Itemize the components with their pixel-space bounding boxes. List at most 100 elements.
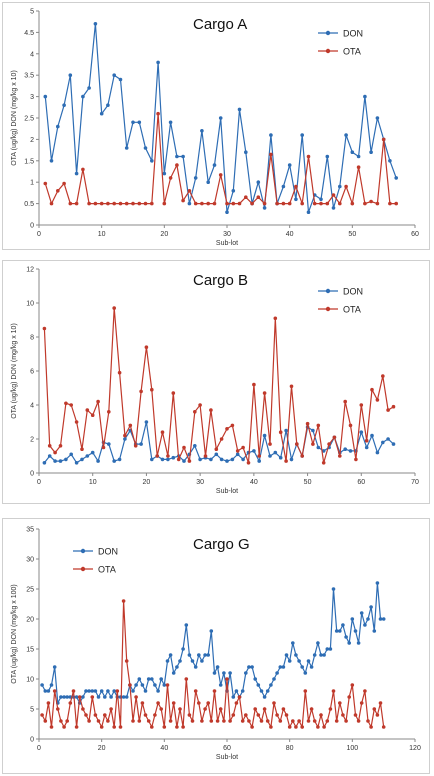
data-point-ota xyxy=(118,201,123,206)
data-point-ota xyxy=(212,201,217,206)
data-point-ota xyxy=(140,701,145,705)
data-point-ota xyxy=(134,695,138,699)
data-point-ota xyxy=(222,719,226,723)
data-point-don xyxy=(162,171,167,176)
data-point-don xyxy=(222,671,226,675)
data-point-don xyxy=(106,689,110,693)
data-point-don xyxy=(190,659,195,663)
data-point-ota xyxy=(123,433,127,438)
data-point-don xyxy=(241,457,245,462)
data-point-don xyxy=(193,444,197,448)
data-point-don xyxy=(316,641,320,645)
chart-cargo-g: 0 5 10 15 20 25 30 35 0 20 40 60 80 100 120 Sub-lot OTA … xyxy=(11,527,421,762)
chart-title: Cargo G xyxy=(193,536,250,553)
data-point-don xyxy=(244,150,248,154)
data-point-don xyxy=(268,454,272,458)
data-point-don xyxy=(84,689,88,693)
data-point-ota xyxy=(165,683,170,687)
data-point-ota xyxy=(231,713,236,717)
data-point-ota xyxy=(156,111,160,116)
data-point-don xyxy=(328,647,333,651)
data-point-ota xyxy=(332,435,337,440)
data-point-don xyxy=(391,442,396,446)
data-point-don xyxy=(369,150,373,154)
data-point-don xyxy=(93,689,98,693)
data-point-don xyxy=(300,133,305,137)
data-point-don xyxy=(338,629,342,633)
data-point-don xyxy=(388,159,392,163)
legend-label-don: DON xyxy=(343,29,363,39)
x-tick-label: 0 xyxy=(37,231,41,238)
data-point-ota xyxy=(321,461,326,465)
data-point-don xyxy=(156,60,160,65)
data-point-ota xyxy=(178,707,182,711)
data-point-don xyxy=(124,695,129,699)
data-point-don xyxy=(85,454,90,458)
data-point-ota xyxy=(305,421,310,426)
data-point-ota xyxy=(62,725,66,729)
data-point-don xyxy=(344,133,348,137)
data-point-ota xyxy=(209,408,213,412)
data-point-ota xyxy=(287,725,292,729)
data-point-ota xyxy=(256,195,261,199)
y-tick-label: 1.5 xyxy=(24,158,34,165)
y-tick-label: 1 xyxy=(30,180,34,187)
x-axis-label: Sub-lot xyxy=(216,488,238,495)
data-point-ota xyxy=(372,707,377,711)
data-point-don xyxy=(137,677,142,681)
data-point-don xyxy=(103,695,107,699)
data-point-don xyxy=(378,617,383,621)
data-point-don xyxy=(231,695,236,699)
data-point-don xyxy=(90,450,95,455)
legend-label-don: DON xyxy=(343,287,363,297)
data-point-don xyxy=(338,184,342,189)
data-point-don xyxy=(244,671,248,675)
data-point-ota xyxy=(168,176,173,180)
data-point-don xyxy=(53,459,57,463)
data-point-don xyxy=(52,665,57,669)
data-point-ota xyxy=(137,719,142,723)
data-point-ota xyxy=(197,701,201,705)
data-point-don xyxy=(106,103,110,107)
data-point-don xyxy=(281,184,286,189)
data-point-don xyxy=(257,459,261,463)
data-point-ota xyxy=(269,725,273,729)
data-point-don xyxy=(297,659,301,663)
data-point-don xyxy=(112,689,116,693)
y-tick-label: 4.5 xyxy=(24,30,34,37)
data-point-don xyxy=(356,641,361,645)
data-point-don xyxy=(96,695,101,699)
data-point-ota xyxy=(300,201,305,206)
data-point-ota xyxy=(118,725,123,729)
data-point-ota xyxy=(306,154,311,159)
data-point-don xyxy=(193,176,198,180)
data-point-don xyxy=(99,111,104,116)
data-point-ota xyxy=(74,420,79,424)
data-point-ota xyxy=(146,719,151,723)
data-point-ota xyxy=(93,201,98,206)
x-tick-label: 0 xyxy=(37,479,41,486)
data-point-don xyxy=(64,457,68,462)
data-point-don xyxy=(143,146,148,150)
data-point-ota xyxy=(303,689,308,693)
data-point-don xyxy=(370,433,374,438)
data-point-ota xyxy=(363,201,367,206)
y-axis-label: OTA (ug/kg) DON (mg/kg x 10) xyxy=(11,323,18,419)
y-tick-label: 20 xyxy=(26,617,34,624)
data-point-don xyxy=(193,665,198,669)
data-point-ota xyxy=(171,391,176,395)
data-point-don xyxy=(215,665,220,669)
data-point-ota xyxy=(117,370,122,375)
data-point-don xyxy=(364,445,369,450)
x-tick-label: 80 xyxy=(286,745,294,752)
data-point-don xyxy=(112,459,116,463)
data-point-ota xyxy=(184,677,189,681)
x-tick-label: 60 xyxy=(223,745,231,752)
data-point-don xyxy=(182,459,186,463)
data-point-don xyxy=(40,683,44,687)
data-point-ota xyxy=(206,701,210,705)
legend-marker-don xyxy=(80,548,86,554)
data-point-ota xyxy=(338,201,342,206)
x-tick-label: 40 xyxy=(250,479,258,486)
data-point-ota xyxy=(112,725,116,729)
